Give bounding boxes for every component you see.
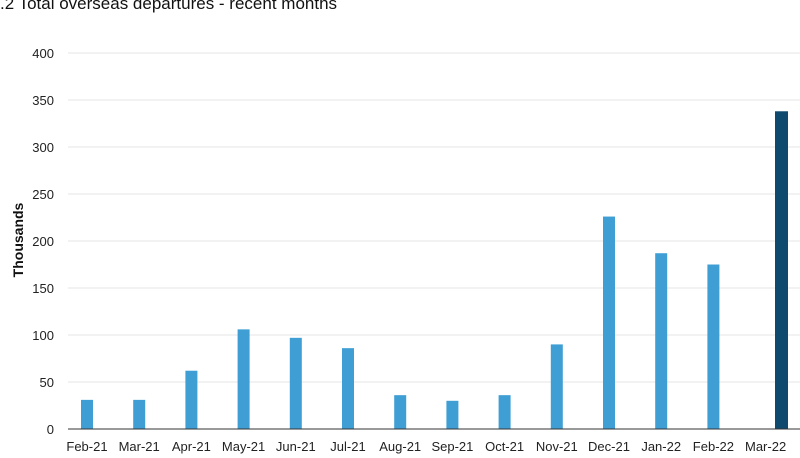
bar-jan-22 [655, 253, 668, 429]
bar-jun-21 [289, 337, 302, 429]
bar-oct-21 [498, 395, 511, 429]
bar-feb-21 [81, 399, 93, 429]
y-tick-label: 300 [32, 140, 54, 155]
y-tick-label: 0 [47, 422, 54, 437]
y-tick-label: 50 [40, 375, 54, 390]
x-tick-labels: Feb-21 Mar-21 Apr-21 May-21 Jun-21 Jul-21 Aug-… [66, 439, 786, 454]
x-tick-label: Jun-21 [276, 439, 316, 454]
bar-mar-22 [775, 111, 788, 429]
y-tick-label: 150 [32, 281, 54, 296]
x-tick-label: Jul-21 [330, 439, 365, 454]
bar-may-21 [237, 329, 250, 429]
bar-dec-21 [603, 216, 615, 429]
bar-feb-22 [707, 264, 720, 429]
y-tick-label: 400 [32, 46, 54, 61]
y-tick-label: 250 [32, 187, 54, 202]
x-tick-label: Feb-22 [693, 439, 734, 454]
y-tick-label: 200 [32, 234, 54, 249]
bar-apr-21 [185, 370, 198, 429]
grid-lines [68, 52, 800, 383]
bar-aug-21 [394, 395, 407, 429]
x-tick-label: May-21 [222, 439, 265, 454]
bars [81, 111, 788, 429]
y-tick-label: 350 [32, 93, 54, 108]
x-tick-label: Jan-22 [641, 439, 681, 454]
y-tick-label: 100 [32, 328, 54, 343]
x-tick-label: Mar-22 [745, 439, 786, 454]
chart-title: .2 Total overseas departures - recent mo… [0, 0, 338, 13]
bar-mar-21 [133, 399, 146, 429]
x-tick-label: Feb-21 [66, 439, 107, 454]
bar-jul-21 [342, 348, 354, 429]
bar-nov-21 [550, 344, 563, 429]
y-tick-labels: 0 50 100 150 200 250 300 350 400 [32, 46, 54, 437]
x-tick-label: Sep-21 [431, 439, 473, 454]
bar-sep-21 [446, 400, 459, 429]
x-tick-label: Apr-21 [172, 439, 211, 454]
x-tick-label: Dec-21 [588, 439, 630, 454]
x-tick-label: Nov-21 [536, 439, 578, 454]
x-tick-label: Oct-21 [485, 439, 524, 454]
x-tick-label: Mar-21 [119, 439, 160, 454]
x-tick-label: Aug-21 [379, 439, 421, 454]
